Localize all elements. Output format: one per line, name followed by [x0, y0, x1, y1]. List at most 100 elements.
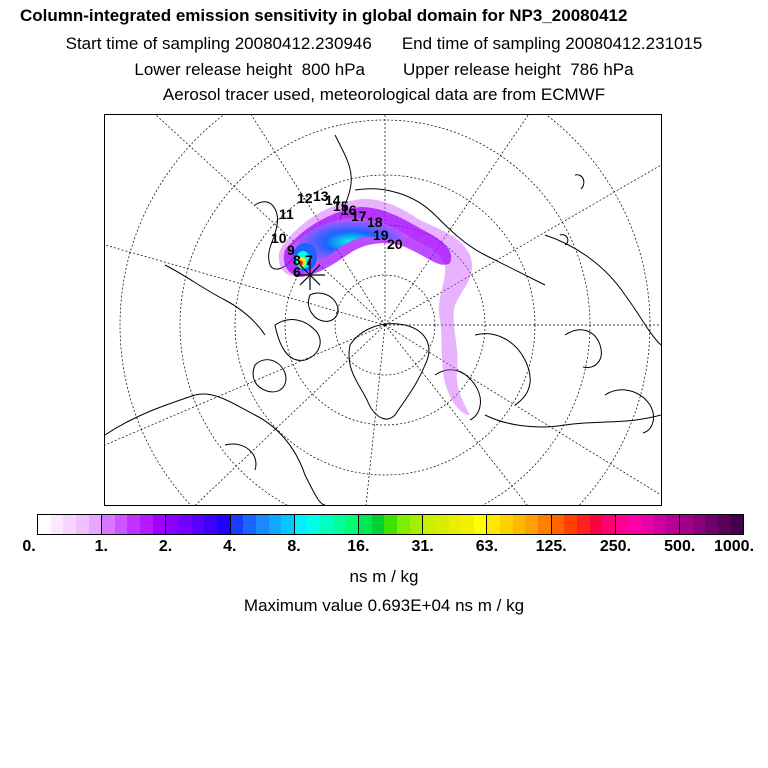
colorbar-segment [564, 515, 577, 534]
colorbar-segment [371, 515, 385, 534]
colorbar-units: ns m / kg [349, 567, 419, 586]
colorbar-segment [422, 515, 436, 534]
colorbar-segment [628, 515, 642, 534]
release-point-marker [295, 260, 325, 290]
colorbar-segment [461, 515, 474, 534]
latitude-circles [119, 115, 651, 505]
colorbar-segment [38, 515, 51, 534]
colorbar-segment [589, 515, 603, 534]
end-time-label: End time of sampling 20080412.231015 [401, 34, 703, 53]
traj-label-6: 6 [293, 264, 301, 280]
colorbar-segment [320, 515, 333, 534]
polar-map: 6 7 8 9 10 11 12 13 14 15 16 17 18 19 20 [104, 114, 662, 506]
trajectory-labels: 6 7 8 9 10 11 12 13 14 15 16 17 18 19 20 [271, 188, 403, 280]
traj-label-11: 11 [279, 206, 294, 222]
upper-release-label: Upper release height 786 hPa [403, 60, 634, 79]
plot-title: Column-integrated emission sensitivity i… [20, 6, 628, 25]
colorbar-segment [409, 515, 423, 534]
colorbar-segment [75, 515, 89, 534]
emission-plume [278, 199, 473, 415]
colorbar-segment [216, 515, 230, 534]
lower-release-label: Lower release height 800 hPa [134, 60, 365, 79]
traj-label-15: 15 [333, 198, 349, 214]
colorbar-segment [537, 515, 551, 534]
traj-label-12: 12 [297, 190, 313, 206]
traj-label-14: 14 [325, 192, 341, 208]
colorbar-segment [127, 515, 141, 534]
colorbar-segment [500, 515, 513, 534]
release-heights: Lower release height 800 hPa Upper releas… [0, 60, 768, 80]
colorbar-segment [345, 515, 359, 534]
colorbar-segment [384, 515, 397, 534]
start-time-label: Start time of sampling 20080412.230946 [65, 34, 372, 53]
colorbar-segment [255, 515, 269, 534]
colorbar-tick-label: 8. [287, 538, 301, 555]
colorbar-tick-label: 1. [94, 538, 108, 555]
colorbar-tick-label: 63. [475, 538, 499, 555]
sampling-times: Start time of sampling 20080412.230946 En… [0, 34, 768, 54]
colorbar-segment [448, 515, 462, 534]
meridians [105, 115, 661, 505]
colorbar-segment [293, 515, 308, 534]
colorbar-segment [666, 515, 680, 534]
colorbar [37, 514, 744, 535]
colorbar-segment [550, 515, 565, 534]
traj-label-8: 8 [293, 252, 301, 268]
colorbar-tick-label: 31. [411, 538, 434, 555]
colorbar-segment [191, 515, 205, 534]
colorbar-segment [692, 515, 706, 534]
colorbar-segment [641, 515, 654, 534]
traj-label-16: 16 [341, 202, 357, 218]
traj-label-7: 7 [305, 252, 313, 268]
colorbar-segment [679, 515, 693, 534]
colorbar-segment [165, 515, 180, 534]
colorbar-segment [179, 515, 192, 534]
colorbar-segment [243, 515, 256, 534]
colorbar-segment [152, 515, 166, 534]
tracer-info: Aerosol tracer used, meteorological data… [162, 85, 606, 104]
traj-label-10: 10 [271, 230, 287, 246]
coastlines [105, 134, 661, 505]
colorbar-tick-label: 4. [223, 538, 237, 555]
colorbar-tick-label: 1000. [713, 538, 755, 555]
colorbar-tick-label: 0. [22, 538, 36, 555]
traj-label-20: 20 [387, 236, 403, 252]
colorbar-tick-label: 250. [599, 538, 632, 555]
traj-label-9: 9 [287, 242, 295, 258]
colorbar-tick-label: 500. [664, 538, 696, 555]
colorbar-segment [653, 515, 667, 534]
traj-label-17: 17 [351, 208, 367, 224]
colorbar-segment [268, 515, 282, 534]
colorbar-segment [50, 515, 64, 534]
map-svg: 6 7 8 9 10 11 12 13 14 15 16 17 18 19 20 [105, 115, 661, 505]
colorbar-segment [140, 515, 153, 534]
colorbar-segment [63, 515, 76, 534]
colorbar-segment [332, 515, 346, 534]
colorbar-segment [512, 515, 526, 534]
colorbar-segment [576, 515, 590, 534]
colorbar-segment [435, 515, 449, 534]
colorbar-segment [717, 515, 731, 534]
colorbar-segment [705, 515, 718, 534]
colorbar-segment [101, 515, 115, 534]
traj-label-18: 18 [367, 214, 383, 230]
colorbar-segment [281, 515, 294, 534]
colorbar-segment [730, 515, 744, 534]
colorbar-segment [396, 515, 410, 534]
colorbar-segment [88, 515, 102, 534]
colorbar-segment [204, 515, 217, 534]
traj-label-19: 19 [373, 227, 389, 243]
maximum-value: Maximum value 0.693E+04 ns m / kg [243, 596, 525, 615]
colorbar-segment [358, 515, 372, 534]
colorbar-segment [486, 515, 501, 534]
colorbar-segment [307, 515, 321, 534]
colorbar-tick-label: 2. [158, 538, 173, 555]
colorbar-tick-label: 125. [535, 538, 567, 555]
traj-label-13: 13 [313, 188, 329, 204]
colorbar-segment [114, 515, 128, 534]
colorbar-segment [229, 515, 244, 534]
colorbar-segment [614, 515, 629, 534]
colorbar-segment [525, 515, 538, 534]
colorbar-segment [602, 515, 615, 534]
colorbar-segment [473, 515, 487, 534]
